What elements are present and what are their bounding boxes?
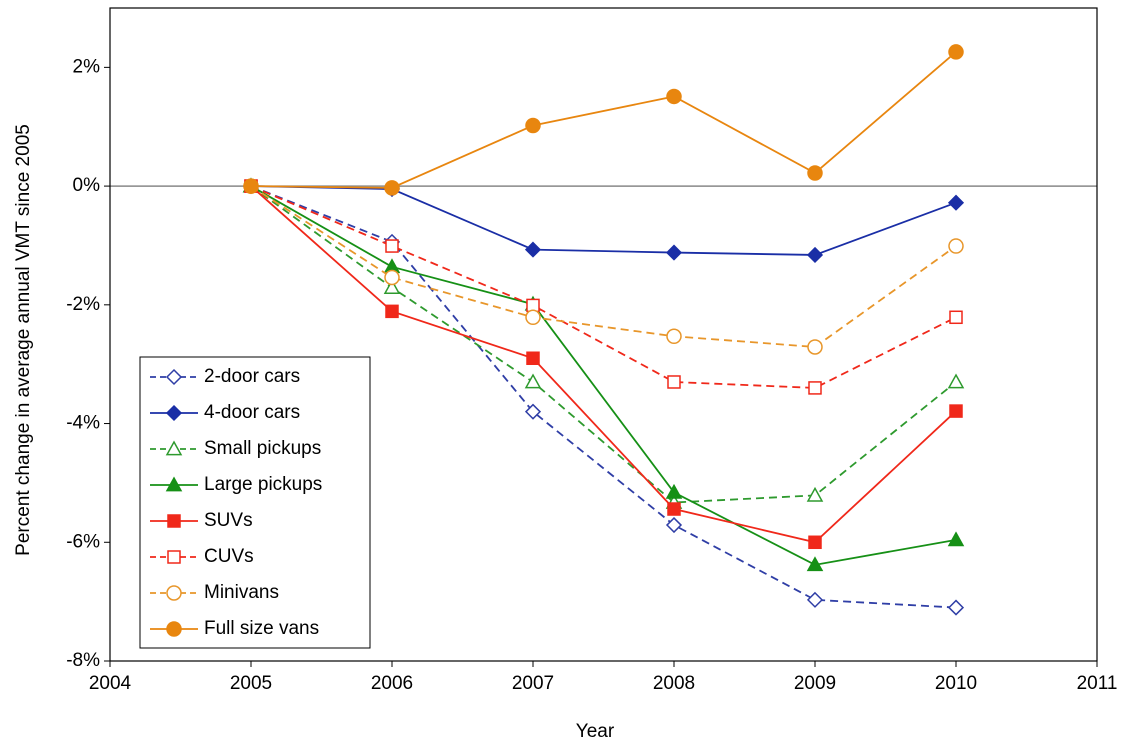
series-line — [250, 185, 957, 256]
series-line — [250, 185, 957, 544]
legend-marker — [167, 514, 181, 528]
marker — [808, 381, 822, 395]
marker — [806, 486, 824, 502]
legend-label: 2-door cars — [204, 366, 300, 387]
series-line — [250, 185, 957, 348]
x-tick-label: 2011 — [1077, 673, 1118, 694]
legend-marker — [165, 476, 183, 492]
marker — [665, 483, 683, 499]
y-tick-label: 0% — [73, 175, 101, 196]
marker — [665, 516, 683, 534]
legend-label: 4-door cars — [204, 402, 300, 423]
y-tick-label: -8% — [66, 650, 100, 671]
legend-label: Full size vans — [204, 618, 319, 639]
legend-label: Large pickups — [204, 474, 322, 495]
series-line — [250, 185, 957, 609]
y-tick-label: -2% — [66, 294, 100, 315]
marker — [948, 44, 964, 60]
legend-marker — [165, 368, 183, 386]
marker — [948, 238, 964, 254]
marker — [384, 180, 400, 196]
marker — [808, 535, 822, 550]
y-tick-label: -6% — [66, 531, 100, 552]
marker — [524, 403, 542, 420]
marker — [525, 117, 541, 134]
marker — [665, 244, 683, 261]
marker — [667, 375, 681, 389]
x-tick-label: 2005 — [230, 673, 272, 694]
marker — [666, 88, 682, 105]
marker — [385, 304, 399, 319]
marker — [384, 269, 400, 286]
legend-marker — [166, 585, 182, 601]
marker — [526, 351, 540, 365]
marker — [807, 165, 823, 181]
series-line — [250, 185, 957, 504]
marker — [524, 373, 542, 389]
legend-marker — [165, 440, 183, 456]
marker — [949, 310, 963, 325]
x-axis-label: Year — [576, 721, 615, 742]
marker — [947, 599, 965, 616]
x-tick-label: 2009 — [794, 673, 836, 694]
legend-marker — [167, 550, 181, 564]
legend-marker — [166, 621, 182, 637]
series-line — [250, 185, 957, 566]
marker — [806, 591, 824, 608]
marker — [666, 328, 682, 345]
y-tick-label: -4% — [66, 413, 100, 434]
legend-label: Minivans — [204, 582, 279, 603]
x-tick-label: 2007 — [512, 673, 554, 694]
x-tick-label: 2006 — [371, 673, 413, 694]
marker — [383, 279, 401, 294]
legend-marker — [165, 404, 183, 422]
marker — [949, 404, 963, 418]
marker — [947, 531, 965, 547]
y-tick-label: 2% — [73, 56, 101, 77]
plot-frame — [109, 7, 1098, 662]
legend-label: SUVs — [204, 510, 253, 531]
y-axis-label: Percent change in average annual VMT sin… — [13, 124, 34, 556]
legend-box — [139, 356, 371, 649]
legend-label: CUVs — [204, 546, 254, 567]
x-tick-label: 2008 — [653, 673, 695, 694]
marker — [667, 502, 681, 516]
marker — [243, 178, 259, 194]
x-tick-label: 2010 — [935, 673, 977, 694]
series-line — [250, 51, 957, 189]
marker — [385, 239, 399, 253]
marker — [806, 246, 824, 264]
marker — [947, 373, 965, 389]
marker — [524, 241, 542, 258]
marker — [947, 194, 965, 211]
marker — [807, 339, 823, 355]
x-tick-label: 2004 — [89, 673, 132, 694]
marker — [806, 556, 824, 572]
marker — [525, 309, 541, 326]
legend-label: Small pickups — [204, 438, 321, 459]
